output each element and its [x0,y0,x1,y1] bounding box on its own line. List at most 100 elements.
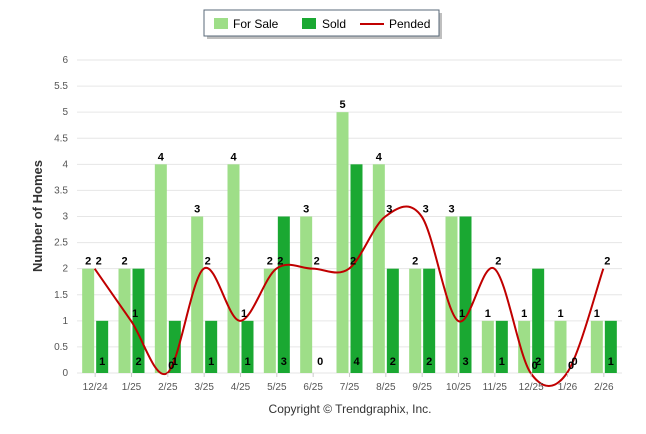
bar-for-sale [554,320,567,373]
x-tick-label: 7/25 [340,382,360,393]
data-label-for-sale: 2 [267,256,273,268]
bar-sold [205,320,218,373]
legend-swatch-sold [302,18,316,29]
x-tick-label: 4/25 [231,382,251,393]
x-tick-label: 12/24 [83,382,108,393]
data-label-pended: 2 [314,256,320,268]
data-label-for-sale: 4 [158,151,165,163]
bar-sold [277,216,290,373]
data-label-pended: 1 [241,308,247,320]
data-label-for-sale: 1 [557,308,563,320]
data-label-sold: 0 [571,356,577,368]
y-tick-label: 1 [62,316,68,327]
bar-sold [532,268,545,373]
data-label-pended: 0 [568,360,574,372]
bar-for-sale [409,268,422,373]
x-tick-label: 2/26 [594,382,614,393]
y-tick-label: 4.5 [54,133,68,144]
y-axis-label: Number of Homes [30,160,45,272]
data-label-for-sale: 4 [230,151,237,163]
bar-for-sale [118,268,131,373]
bar-for-sale [154,164,167,373]
data-label-for-sale: 3 [194,204,200,216]
bar-sold [495,320,508,373]
data-label-pended: 1 [459,308,465,320]
bar-sold [604,320,617,373]
data-label-sold: 1 [208,356,214,368]
bar-for-sale [336,112,349,374]
data-label-pended: 2 [205,256,211,268]
bar-for-sale [445,216,458,373]
data-label-sold: 1 [172,356,178,368]
data-label-sold: 1 [99,356,105,368]
data-label-pended: 1 [132,308,138,320]
y-tick-label: 3.5 [54,185,68,196]
data-label-sold: 1 [608,356,614,368]
x-axis-ticks: 12/24 1/25 2/25 3/25 4/25 5/25 6/25 7/25 8/25 9/2… [83,373,614,393]
data-label-for-sale: 4 [376,151,383,163]
data-label-for-sale: 5 [339,99,345,111]
legend-swatch-for-sale [214,18,228,29]
bar-sold [386,268,399,373]
y-tick-label: 2.5 [54,238,68,249]
data-label-pended: 3 [423,204,429,216]
bar-for-sale [191,216,204,373]
data-label-sold: 3 [281,356,287,368]
y-tick-label: 2 [62,264,68,275]
data-label-pended: 2 [96,256,102,268]
data-label-pended: 2 [604,256,610,268]
x-tick-label: 1/25 [122,382,142,393]
bar-sold [350,164,363,373]
data-label-pended: 0 [532,360,538,372]
data-label-for-sale: 1 [485,308,491,320]
x-tick-label: 5/25 [267,382,287,393]
data-label-sold: 2 [426,356,432,368]
y-tick-label: 5 [62,107,68,118]
data-label-for-sale: 2 [85,256,91,268]
data-label-for-sale: 1 [521,308,527,320]
data-label-sold: 4 [353,356,360,368]
x-tick-label: 1/26 [558,382,578,393]
data-label-for-sale: 2 [412,256,418,268]
data-label-sold: 3 [462,356,468,368]
data-label-sold: 2 [135,356,141,368]
y-tick-label: 1.5 [54,290,68,301]
bar-sold [168,320,181,373]
bar-for-sale [372,164,385,373]
bar-for-sale [227,164,240,373]
y-tick-label: 0 [62,368,68,379]
x-tick-label: 8/25 [376,382,396,393]
x-tick-label: 6/25 [303,382,323,393]
data-label-for-sale: 1 [594,308,600,320]
y-tick-label: 4 [62,159,68,170]
copyright-footer: Copyright © Trendgraphix, Inc. [269,402,432,416]
bar-for-sale [263,268,276,373]
legend-label-sold: Sold [322,17,346,31]
bar-for-sale [590,320,603,373]
bar-sold [132,268,145,373]
pended-line [93,205,605,388]
y-tick-label: 3 [62,212,68,223]
bar-sold [241,320,254,373]
data-label-pended: 0 [168,360,174,372]
bar-sold [423,268,436,373]
y-tick-label: 6 [62,55,68,66]
x-tick-label: 3/25 [194,382,214,393]
data-label-sold: 2 [390,356,396,368]
legend: For Sale Sold Pended [203,9,442,39]
data-label-sold: 2 [535,356,541,368]
data-label-sold: 0 [317,356,323,368]
data-label-pended: 2 [495,256,501,268]
data-label-sold: 1 [499,356,505,368]
data-label-sold: 1 [244,356,250,368]
pended-line-group [93,205,605,388]
x-tick-label: 11/25 [483,382,508,393]
x-tick-label: 9/25 [412,382,432,393]
bar-sold [459,216,472,373]
data-label-for-sale: 2 [121,256,127,268]
y-tick-label: 5.5 [54,81,68,92]
data-label-for-sale: 3 [448,204,454,216]
bar-for-sale [518,320,531,373]
